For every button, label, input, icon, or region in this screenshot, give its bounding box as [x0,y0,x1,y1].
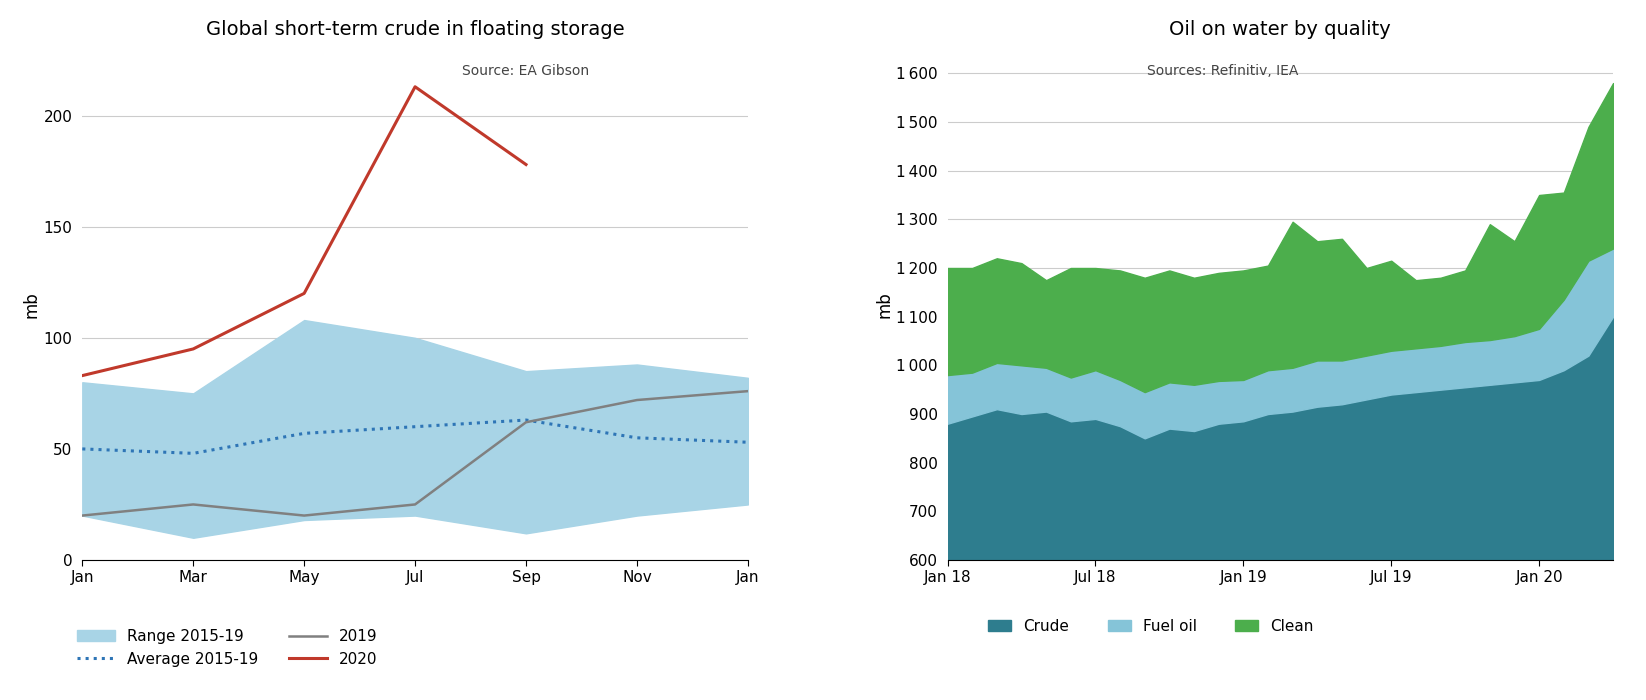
Legend: Range 2015-19, Average 2015-19, 2019, 2020: Range 2015-19, Average 2015-19, 2019, 20… [77,629,379,666]
Text: Source: EA Gibson: Source: EA Gibson [461,64,589,78]
Y-axis label: mb: mb [876,291,894,318]
Text: Sources: Refinitiv, IEA: Sources: Refinitiv, IEA [1147,64,1299,78]
Y-axis label: mb: mb [23,291,41,318]
Title: Global short-term crude in floating storage: Global short-term crude in floating stor… [206,20,624,39]
Legend: Crude, Fuel oil, Clean: Crude, Fuel oil, Clean [989,619,1314,634]
Title: Oil on water by quality: Oil on water by quality [1169,20,1391,39]
